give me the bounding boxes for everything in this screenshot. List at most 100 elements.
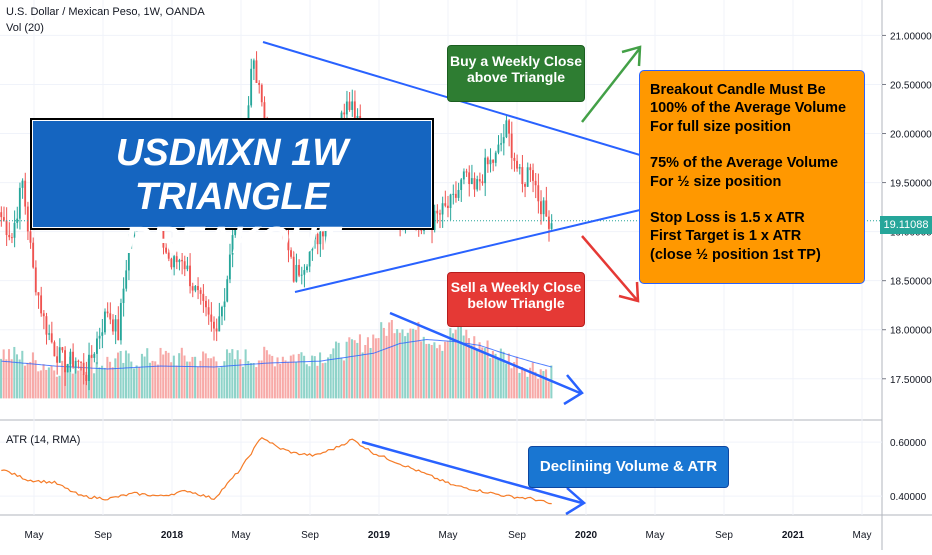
atr-decline-arrow[interactable] [361, 440, 583, 505]
candle-body [452, 193, 455, 195]
volume-bar [523, 370, 526, 399]
volume-decline-arrow[interactable] [389, 311, 581, 395]
volume-bar [210, 358, 213, 399]
candle-body [516, 160, 518, 169]
sell-arrow[interactable] [581, 235, 638, 301]
candle-body [513, 157, 516, 161]
volume-bar [342, 360, 346, 399]
candle-body [64, 350, 66, 373]
buy-callout[interactable]: Buy a Weekly Close above Triangle [447, 45, 585, 102]
volume-bar [515, 356, 518, 399]
time-tick-label: Sep [508, 530, 526, 541]
volume-bar [366, 337, 369, 399]
volume-bar [202, 351, 205, 399]
volume-bar [225, 349, 229, 399]
volume-bar [420, 341, 423, 399]
candle-body [85, 374, 88, 381]
candle-body [109, 313, 112, 320]
volume-bar [162, 354, 165, 399]
time-tick-label: Sep [94, 530, 112, 541]
volume-bar [0, 358, 3, 399]
volume-bar [236, 350, 239, 399]
title-box[interactable]: USDMXN 1W TRIANGLE BREAKOUT [30, 118, 434, 262]
volume-bar [135, 365, 138, 399]
candle-body [486, 157, 489, 165]
candle-body [489, 159, 492, 165]
candle-body [186, 265, 189, 270]
volume-bar [159, 347, 162, 399]
last-price-badge: 19.11088 [880, 216, 932, 234]
rules-callout[interactable]: Breakout Candle Must Be 100% of the Aver… [639, 70, 865, 284]
sell-callout[interactable]: Sell a Weekly Close below Triangle [447, 272, 585, 327]
volume-bar [167, 352, 170, 399]
volume-bar [340, 357, 343, 399]
buy-arrow[interactable] [581, 47, 641, 123]
volume-bar [289, 355, 292, 399]
candle-body [324, 226, 327, 237]
volume-bar [483, 348, 486, 399]
rules-line: Breakout Candle Must Be [650, 82, 826, 98]
volume-bar [228, 352, 231, 399]
volume-bar [412, 328, 415, 399]
atr-line [1, 436, 552, 505]
candle-body [287, 238, 290, 251]
volume-bar [175, 365, 178, 399]
volume-bar [438, 344, 441, 399]
volume-bar [263, 346, 266, 399]
atr-decline-arrowhead [565, 487, 587, 516]
rules-line: (close ½ position 1st TP) [650, 246, 821, 263]
volume-bar [499, 348, 502, 399]
volume-bar [345, 341, 348, 399]
candle-body [69, 351, 72, 365]
time-tick-label: May [646, 530, 665, 541]
volume-bar [18, 359, 21, 399]
volume-bar [537, 378, 540, 399]
volume-bar [249, 363, 252, 399]
volume-bar [529, 367, 532, 399]
decline-callout[interactable]: Decliniing Volume & ATR [528, 446, 729, 488]
volume-bar [297, 353, 300, 399]
time-tick-label: 2019 [368, 530, 391, 541]
volume-bar [71, 373, 74, 399]
candle-body [462, 171, 465, 180]
volume-bar [132, 368, 135, 399]
volume-bar [109, 361, 112, 399]
volume-bar [98, 367, 101, 399]
volume-bar [409, 328, 412, 399]
time-tick-label: May [232, 530, 251, 541]
volume-bar [69, 356, 72, 399]
annotations [262, 41, 642, 516]
volume-bar [361, 352, 364, 399]
volume-bar [93, 373, 96, 399]
candle-body [88, 354, 90, 381]
volume-bar [502, 351, 505, 399]
candle-body [476, 179, 479, 190]
atr-pane [1, 436, 552, 505]
volume-bar [329, 354, 332, 399]
volume-bar [311, 355, 314, 399]
volume-bar [489, 358, 492, 399]
volume-bar [2, 349, 5, 399]
volume-bar [271, 355, 274, 399]
triangle-lower-line[interactable] [294, 209, 641, 293]
candle-body [45, 316, 48, 335]
candle-body [223, 301, 226, 308]
volume-bar [124, 350, 128, 399]
volume-bar [95, 362, 98, 399]
last-price-value: 19.11088 [883, 219, 929, 231]
volume-bar [481, 347, 484, 399]
candle-body [343, 112, 346, 115]
candle-body [547, 216, 550, 229]
candle-body [526, 167, 529, 187]
candle-body [58, 347, 61, 363]
candle-body [308, 250, 311, 267]
volume-bar [66, 364, 69, 399]
volume-bar [356, 342, 359, 399]
candle-body [345, 101, 348, 115]
volume-bar [42, 364, 45, 399]
volume-bar [172, 355, 175, 399]
volume-bar [374, 338, 377, 399]
candle-body [473, 178, 476, 190]
volume-bar [334, 341, 338, 399]
candle-body [351, 101, 354, 110]
